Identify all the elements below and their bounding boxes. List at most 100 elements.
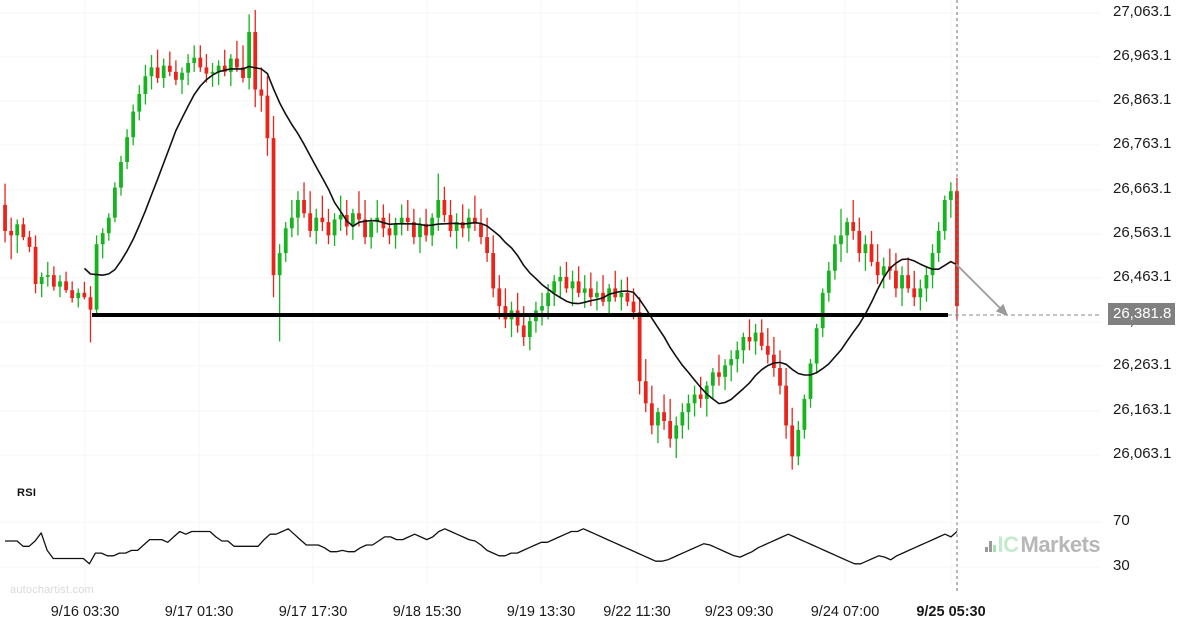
- candle-body: [759, 332, 764, 346]
- candle-body: [436, 200, 441, 218]
- candle-body: [320, 217, 325, 223]
- candle-body: [491, 253, 496, 289]
- candle-body: [64, 281, 68, 291]
- candle-body: [393, 223, 398, 236]
- candle-body: [729, 359, 734, 366]
- candle-body: [686, 403, 691, 413]
- time-axis-tick: 9/17 17:30: [278, 604, 348, 620]
- candle-body: [527, 321, 532, 338]
- rsi-axis-tick: 70: [1113, 512, 1130, 529]
- candle-body: [21, 224, 26, 238]
- price-axis-tick: 26,863.1: [1113, 91, 1172, 108]
- candle-body: [247, 32, 252, 79]
- candle-body: [161, 65, 166, 79]
- candle-body: [387, 228, 392, 236]
- candle-body: [15, 224, 20, 236]
- candle-body: [619, 292, 624, 298]
- candle-body: [204, 67, 209, 74]
- candle-body: [784, 385, 788, 426]
- candle-body: [58, 281, 62, 287]
- candle-body: [857, 230, 862, 254]
- candle-body: [454, 222, 459, 231]
- candle-body: [723, 365, 727, 377]
- forecast-arrow-head: [995, 303, 1008, 316]
- candle-body: [930, 253, 935, 276]
- candle-body: [167, 65, 172, 72]
- candle-body: [235, 58, 239, 68]
- time-axis-tick: 9/17 01:30: [164, 604, 234, 620]
- candle-body: [558, 276, 563, 282]
- candle-body: [631, 301, 636, 313]
- candle-body: [149, 67, 154, 77]
- time-axis-tick: 9/16 03:30: [50, 604, 120, 620]
- candle-body: [357, 213, 361, 220]
- candle-body: [662, 412, 666, 422]
- candle-body: [552, 281, 557, 293]
- candle-body: [350, 213, 355, 227]
- candle-body: [137, 93, 142, 112]
- candle-body: [399, 217, 404, 224]
- candle-body: [442, 200, 447, 216]
- time-axis-tick: 9/25 05:30: [916, 604, 986, 620]
- candle-body: [778, 367, 782, 386]
- candle-body: [576, 281, 581, 293]
- bar-chart-icon: [985, 539, 996, 552]
- rsi-axis-tick: 30: [1113, 557, 1130, 574]
- candle-body: [942, 200, 947, 231]
- candle-body: [704, 385, 709, 399]
- candle-body: [106, 217, 111, 234]
- candle-body: [881, 266, 886, 276]
- price-axis-tick: 26,163.1: [1113, 401, 1172, 418]
- candle-body: [643, 381, 648, 404]
- candle-body: [820, 292, 825, 329]
- candle-body: [845, 222, 850, 236]
- candle-body: [564, 276, 569, 289]
- candle-body: [39, 276, 44, 284]
- candle-body: [33, 246, 38, 284]
- candle-body: [9, 230, 14, 236]
- candle-body: [131, 111, 136, 138]
- candle-body: [497, 288, 502, 307]
- candle-body: [70, 290, 75, 299]
- candle-body: [308, 213, 313, 231]
- candle-body: [521, 325, 526, 338]
- candle-body: [900, 275, 904, 289]
- candlestick-series: [3, 9, 959, 470]
- candle-body: [796, 429, 801, 457]
- candle-body: [649, 403, 654, 426]
- ic-markets-logo: IC Markets: [985, 532, 1101, 557]
- price-axis-tick: 27,063.1: [1113, 3, 1172, 20]
- price-axis-tick: 26,763.1: [1113, 135, 1172, 152]
- candle-body: [582, 288, 587, 293]
- candle-body: [82, 292, 87, 298]
- candle-body: [515, 310, 520, 326]
- candle-body: [741, 337, 746, 351]
- price-axis-tick: 26,563.1: [1113, 224, 1172, 241]
- candle-body: [253, 32, 258, 90]
- candle-body: [332, 219, 337, 236]
- candle-body: [894, 270, 898, 289]
- time-axis-tick: 9/22 11:30: [603, 604, 671, 620]
- time-axis-tick: 9/19 13:30: [506, 604, 576, 620]
- candle-body: [192, 57, 197, 63]
- price-axis-tick: 26,963.1: [1113, 47, 1172, 64]
- forecast-arrow-shaft: [955, 263, 1005, 313]
- candle-body: [595, 292, 599, 298]
- candle-body: [326, 222, 331, 236]
- candle-body: [851, 222, 856, 231]
- candle-body: [869, 244, 874, 262]
- candle-body: [753, 332, 758, 342]
- brand-markets-text: Markets: [1020, 532, 1101, 557]
- candle-body: [302, 200, 306, 214]
- candle-body: [271, 138, 276, 276]
- candle-body: [289, 217, 294, 229]
- candle-body: [710, 372, 715, 386]
- candle-body: [210, 71, 215, 74]
- candle-body: [833, 244, 837, 271]
- candle-body: [314, 217, 319, 231]
- rsi-panel-title: RSI: [17, 487, 37, 499]
- candle-body: [540, 306, 544, 311]
- candle-body: [119, 161, 123, 188]
